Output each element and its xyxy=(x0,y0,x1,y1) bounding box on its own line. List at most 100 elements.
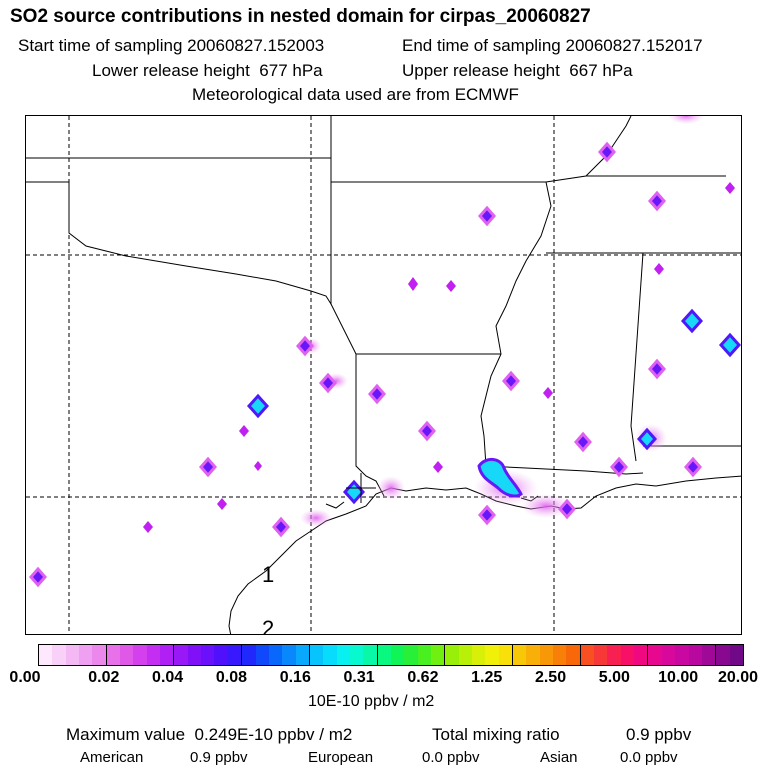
color-scale-segment xyxy=(580,645,595,665)
source-markers xyxy=(29,141,741,588)
source-diamond xyxy=(636,427,658,451)
color-scale-segment xyxy=(187,645,202,665)
asian-value: 0.0 ppbv xyxy=(620,749,678,766)
upper-release-value: 667 hPa xyxy=(569,61,633,80)
color-scale-segment xyxy=(309,645,324,665)
color-scale-tick-label: 2.50 xyxy=(534,669,567,686)
color-scale-segment xyxy=(282,645,296,665)
color-scale-segment xyxy=(349,645,364,665)
color-scale-segment xyxy=(160,645,175,665)
color-scale-segment xyxy=(485,645,499,665)
color-scale-segment xyxy=(701,645,717,665)
source-diamond xyxy=(368,383,386,405)
color-scale-tick-label: 0.16 xyxy=(279,669,311,686)
color-scale-segment xyxy=(417,645,431,665)
start-time: Start time of sampling 20060827.152003 xyxy=(18,36,324,56)
color-scale-segment xyxy=(607,645,621,665)
source-diamond xyxy=(648,190,666,212)
color-scale-segment xyxy=(716,645,730,665)
maximum-value-label: Maximum value xyxy=(66,725,186,744)
color-scale-segment xyxy=(242,645,256,665)
total-mixing-ratio-value: 0.9 ppbv xyxy=(626,725,692,744)
color-scale-segment xyxy=(513,645,527,665)
color-scale-segment xyxy=(255,645,269,665)
color-scale-segment xyxy=(729,645,743,665)
color-scale-tick-label: 0.62 xyxy=(407,669,439,686)
color-scale-segment xyxy=(620,645,635,665)
color-scale-segment xyxy=(526,645,540,665)
color-scale-segment xyxy=(634,645,649,665)
state-boundaries xyxy=(26,116,741,497)
color-scale-segment xyxy=(133,645,147,665)
source-diamond xyxy=(610,456,628,478)
source-diamond xyxy=(296,335,314,357)
meteorological-data-line: Meteorological data used are from ECMWF xyxy=(192,85,519,104)
lower-release-label: Lower release height xyxy=(92,61,250,80)
upper-release-height: Upper release height 667 hPa xyxy=(402,61,633,81)
color-scale-segment xyxy=(404,645,418,665)
source-diamond xyxy=(684,456,702,478)
point-marker-2: 2 xyxy=(262,616,274,635)
color-scale-segment xyxy=(363,645,378,665)
color-scale-segment xyxy=(336,645,350,665)
source-diamond xyxy=(502,370,520,392)
point-marker-1: 1 xyxy=(262,562,274,587)
source-diamond xyxy=(654,263,664,275)
color-scale-segment xyxy=(594,645,608,665)
source-diamond xyxy=(680,308,704,334)
color-scale-tick-label: 20.00 xyxy=(717,669,759,686)
color-scale-tick-label: 0.04 xyxy=(152,669,184,686)
color-scale-tick-label: 10.00 xyxy=(658,669,699,686)
color-scale-segment xyxy=(539,645,554,665)
source-diamond xyxy=(478,504,496,526)
source-diamond xyxy=(342,479,366,505)
source-diamond xyxy=(718,332,741,358)
color-scale-segment xyxy=(39,645,53,665)
color-scale-segment xyxy=(445,645,459,665)
start-time-label: Start time of sampling xyxy=(18,36,183,55)
map-canvas: 1 2 xyxy=(26,116,741,635)
color-scale-segment xyxy=(390,645,405,665)
color-scale-segment xyxy=(566,645,581,665)
total-mixing-ratio-label: Total mixing ratio xyxy=(432,725,560,744)
source-diamond xyxy=(574,431,592,453)
end-time: End time of sampling 20060827.152017 xyxy=(402,36,703,56)
maximum-value-number: 0.249E-10 ppbv / m2 xyxy=(194,725,353,744)
source-diamond xyxy=(543,387,553,399)
color-scale-segment xyxy=(65,645,80,665)
source-diamond xyxy=(648,358,666,380)
peak-plume xyxy=(477,458,523,498)
end-time-label: End time of sampling xyxy=(402,36,561,55)
release-point-cross xyxy=(346,473,376,503)
color-scale-segment xyxy=(146,645,161,665)
color-scale-segment xyxy=(648,645,662,665)
color-scale-segment xyxy=(52,645,66,665)
end-time-value: 20060827.152017 xyxy=(565,36,703,55)
asian-label: Asian xyxy=(540,749,578,766)
color-scale-segment xyxy=(79,645,93,665)
source-diamond xyxy=(199,456,217,478)
color-scale-tick-label: 0.02 xyxy=(88,669,120,686)
source-diamond xyxy=(143,521,153,533)
source-diamond xyxy=(272,516,290,538)
color-scale-segment xyxy=(661,645,676,665)
color-scale-segment xyxy=(120,645,134,665)
american-value: 0.9 ppbv xyxy=(190,749,248,766)
color-scale-segment xyxy=(377,645,391,665)
map-title: SO2 source contributions in nested domai… xyxy=(10,6,591,27)
source-diamond xyxy=(478,205,496,227)
color-scale-segment xyxy=(174,645,188,665)
color-scale-segment xyxy=(268,645,283,665)
source-diamond xyxy=(246,393,270,419)
color-scale-tick-label: 0.31 xyxy=(343,669,375,686)
color-scale-segment xyxy=(295,645,310,665)
american-label: American xyxy=(80,749,144,766)
source-diamond xyxy=(558,498,576,520)
color-scale-segment xyxy=(214,645,228,665)
maximum-value: Maximum value 0.249E-10 ppbv / m2 xyxy=(66,725,352,745)
trajectory-point-markers: 1 2 xyxy=(262,473,376,635)
color-scale-segment xyxy=(227,645,243,665)
color-scale-segment xyxy=(92,645,107,665)
total-mixing-ratio: Total mixing ratio xyxy=(432,725,560,745)
color-scale-segment xyxy=(472,645,486,665)
